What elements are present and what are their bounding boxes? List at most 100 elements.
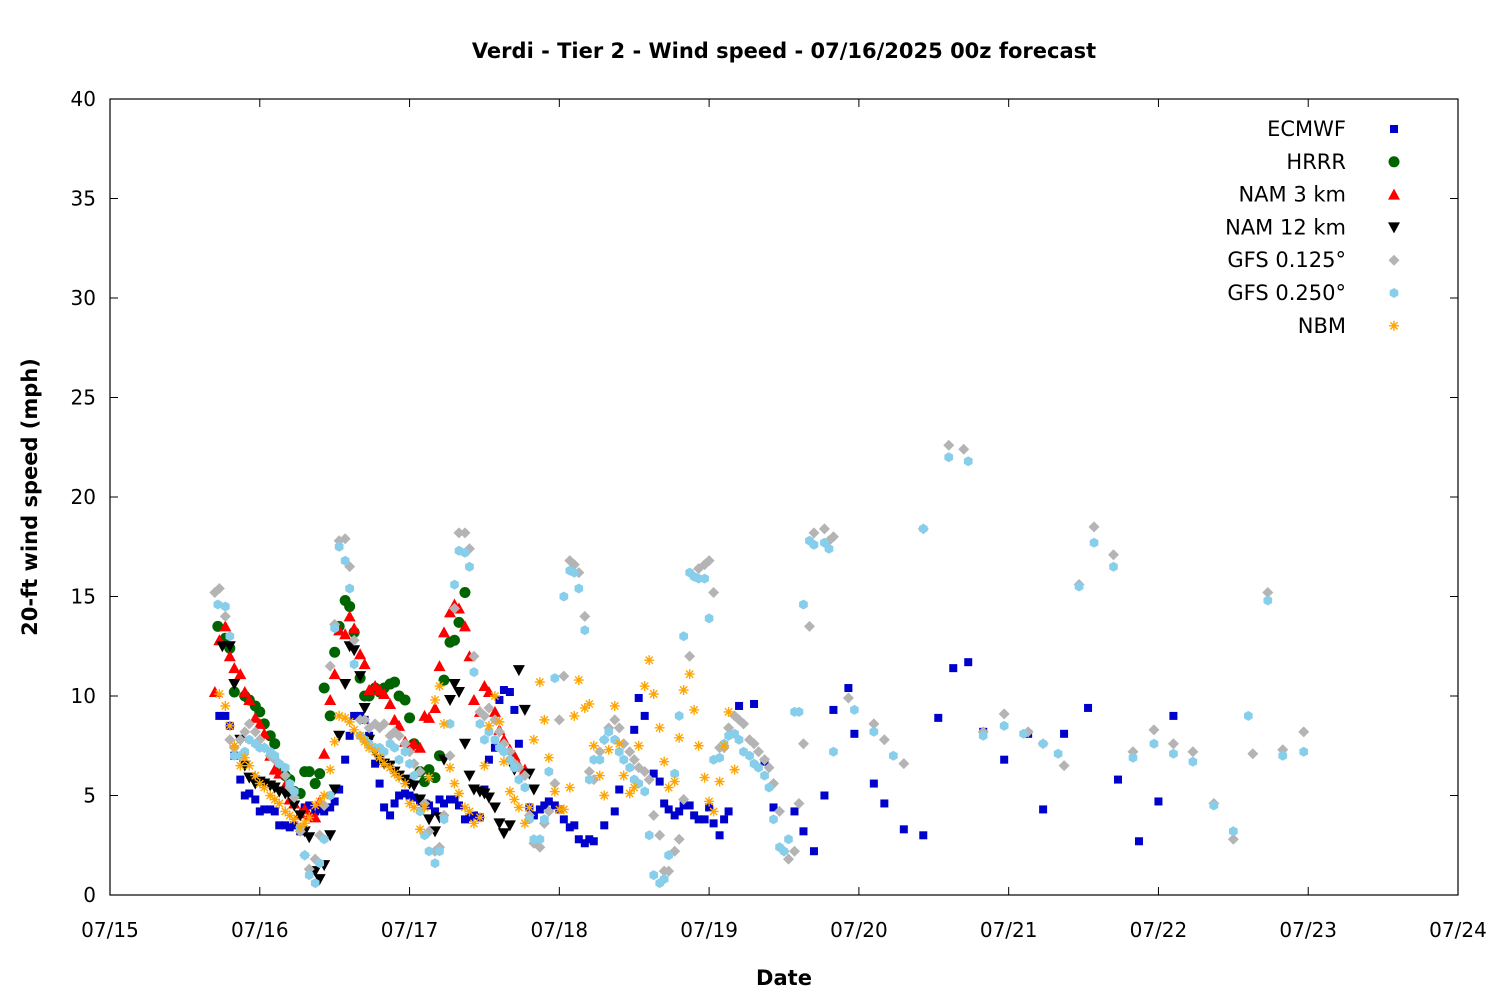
data-point (344, 716, 355, 727)
data-point (236, 775, 245, 784)
data-point (251, 795, 260, 804)
data-point (579, 702, 590, 713)
data-point (1149, 738, 1159, 749)
data-point (401, 789, 410, 798)
data-point (850, 729, 859, 738)
data-point (310, 800, 321, 811)
data-point (649, 769, 658, 778)
data-point (404, 798, 415, 809)
data-point (324, 693, 337, 705)
data-point (829, 746, 838, 757)
data-point (1247, 748, 1259, 760)
data-point (488, 705, 501, 717)
data-point (370, 746, 381, 757)
data-point (460, 547, 470, 558)
data-point (494, 716, 505, 727)
data-point (580, 625, 590, 636)
y-tick-label: 10 (71, 684, 96, 708)
data-point (354, 671, 367, 683)
data-point (345, 731, 354, 740)
data-point (299, 818, 310, 829)
x-tick-label: 07/15 (81, 918, 139, 942)
y-tick-label: 0 (83, 883, 96, 907)
data-point (769, 814, 778, 825)
data-point (223, 650, 236, 662)
data-point (640, 711, 649, 720)
data-point (319, 834, 329, 845)
data-point (827, 531, 839, 543)
data-point (704, 796, 715, 807)
data-point (219, 620, 232, 632)
data-point (424, 846, 434, 857)
data-point (371, 759, 380, 768)
data-point (670, 768, 679, 779)
data-point (684, 650, 696, 662)
data-point (408, 780, 421, 792)
data-point (693, 740, 704, 751)
data-point (434, 681, 445, 692)
data-point (304, 812, 315, 823)
data-point (1053, 748, 1063, 759)
data-point (488, 802, 501, 814)
data-point (313, 874, 326, 886)
data-point (634, 693, 643, 702)
data-point (613, 722, 625, 734)
data-point (320, 807, 329, 816)
data-point (325, 764, 336, 775)
data-point (764, 782, 774, 793)
data-point (433, 660, 446, 672)
data-point (1169, 711, 1178, 720)
data-point (465, 561, 474, 572)
data-point (609, 700, 620, 711)
y-tick-label: 5 (83, 784, 96, 808)
data-point (443, 694, 456, 706)
data-point (660, 799, 669, 808)
data-point (614, 746, 624, 757)
data-point (690, 811, 699, 820)
data-point (723, 706, 734, 717)
data-point (869, 726, 879, 737)
axis-ticks: 07/15 07/16 07/17 07/18 07/19 07/20 07/21 07/22… (71, 87, 1487, 942)
data-point (535, 834, 545, 845)
data-point (493, 726, 505, 738)
data-point (889, 750, 898, 761)
data-point (415, 824, 426, 835)
data-point (339, 533, 351, 545)
data-point (304, 870, 314, 881)
data-point (335, 785, 344, 794)
data-point (678, 793, 690, 805)
data-point (499, 686, 508, 695)
y-tick-label: 30 (71, 286, 96, 310)
data-point (358, 658, 371, 670)
data-point (414, 794, 427, 806)
data-point (944, 452, 954, 463)
data-point (878, 734, 890, 746)
data-point (794, 706, 804, 717)
data-point (479, 760, 490, 771)
data-point (326, 803, 335, 812)
data-point (625, 762, 635, 773)
data-point (438, 626, 451, 638)
data-point (464, 806, 475, 817)
y-tick-label: 40 (71, 87, 96, 111)
x-tick-label: 07/24 (1429, 918, 1487, 942)
data-point (340, 712, 351, 723)
data-point (409, 802, 420, 813)
data-point (958, 443, 970, 455)
data-point (334, 710, 345, 721)
series-nbm (214, 655, 740, 835)
data-point (448, 679, 461, 691)
data-point (274, 798, 285, 809)
data-point (380, 803, 389, 812)
data-point (384, 697, 397, 709)
data-point (898, 758, 910, 770)
data-point (1262, 587, 1274, 599)
data-point (495, 695, 504, 704)
data-point (389, 676, 401, 688)
data-point (295, 822, 306, 833)
data-point (224, 734, 236, 746)
data-point (355, 730, 366, 741)
data-point (305, 801, 314, 810)
data-point (583, 766, 595, 778)
data-point (643, 774, 655, 786)
